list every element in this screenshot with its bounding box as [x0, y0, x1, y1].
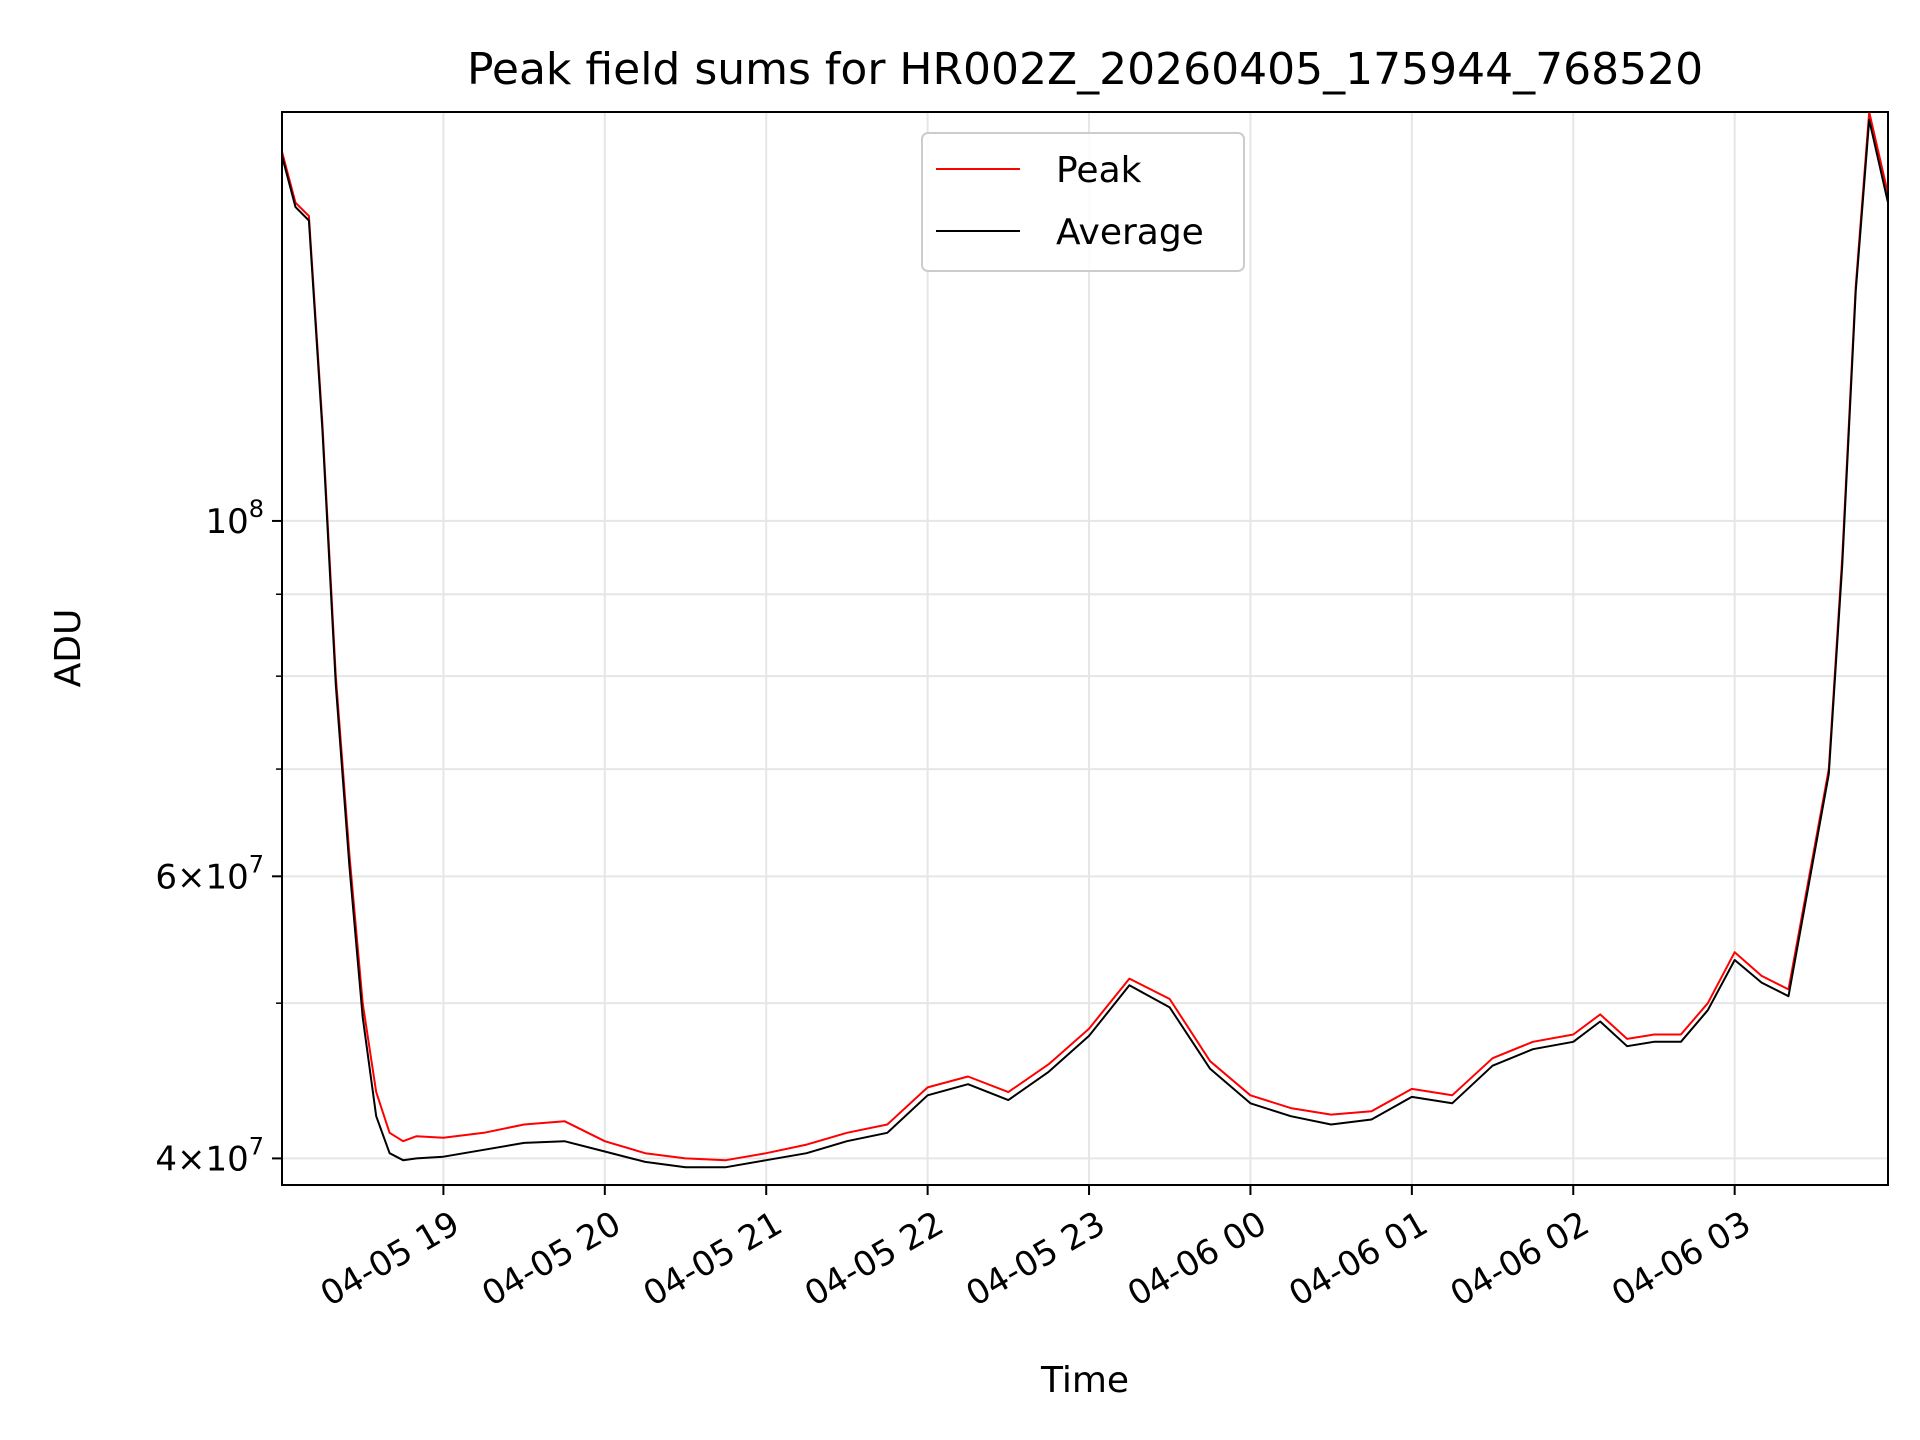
series-line-average	[282, 118, 1888, 1169]
legend-label-peak: Peak	[1056, 150, 1142, 191]
series-line-peak	[282, 112, 1888, 1162]
y-tick-label: 108	[205, 495, 264, 542]
grid	[282, 112, 1888, 1185]
y-axis-ticks: 4×107 6×107 108	[155, 495, 282, 1179]
y-tick-label: 6×107	[155, 850, 264, 897]
x-axis-label: Time	[1040, 1360, 1129, 1401]
legend-label-average: Average	[1056, 212, 1204, 253]
plot-area	[282, 112, 1888, 1169]
chart-title: Peak field sums for HR002Z_20260405_1759…	[467, 44, 1703, 95]
y-axis-label: ADU	[48, 609, 89, 688]
legend-box	[921, 132, 1245, 272]
legend: Peak Average	[921, 132, 1245, 272]
y-tick-label: 4×107	[155, 1132, 264, 1179]
plot-frame	[281, 111, 1889, 1186]
series-layer	[282, 112, 1888, 1169]
